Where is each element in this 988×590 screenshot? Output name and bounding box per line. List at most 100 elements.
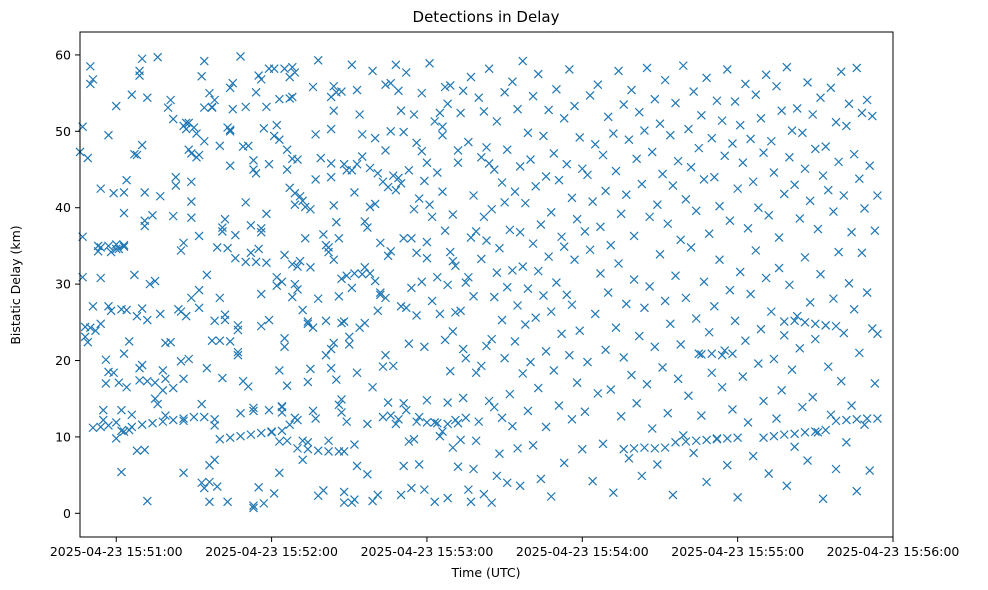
data-point-marker (546, 207, 556, 217)
data-point-marker (412, 311, 422, 320)
data-point-marker (339, 317, 349, 326)
data-point-marker (96, 422, 106, 432)
data-point-marker (484, 158, 494, 168)
data-point-marker (445, 81, 455, 90)
data-point-marker (797, 128, 807, 138)
data-point-marker (857, 248, 867, 258)
data-point-marker (707, 349, 717, 359)
data-point-marker (681, 293, 691, 303)
data-point-marker (391, 419, 401, 429)
data-point-marker (572, 378, 582, 388)
data-point-marker (388, 171, 398, 181)
data-point-marker (241, 257, 251, 267)
data-point-marker (500, 197, 510, 207)
data-point-marker (189, 412, 199, 422)
data-point-marker (347, 60, 357, 70)
y-axis-ticks: 0 10 20 30 40 50 60 (55, 47, 80, 521)
data-point-marker (764, 469, 774, 479)
data-point-marker (300, 202, 310, 212)
data-point-marker (409, 434, 419, 444)
data-point-marker (797, 402, 807, 412)
y-tick-label: 40 (55, 200, 71, 215)
data-point-marker (365, 163, 375, 173)
data-point-marker (396, 106, 406, 116)
data-point-marker (782, 481, 792, 491)
data-point-marker (326, 344, 336, 354)
data-point-marker (541, 422, 551, 432)
data-point-marker (774, 263, 784, 273)
data-point-marker (546, 492, 556, 501)
data-point-marker (810, 144, 820, 154)
data-point-marker (443, 398, 453, 407)
data-point-marker (673, 156, 683, 166)
data-point-marker (269, 64, 279, 74)
data-point-marker (438, 427, 447, 436)
data-point-marker (386, 246, 396, 256)
data-point-marker (337, 274, 346, 284)
data-point-marker (344, 340, 354, 349)
data-point-marker (243, 382, 253, 391)
data-point-marker (694, 349, 704, 359)
data-point-marker (829, 294, 838, 304)
data-point-marker (691, 206, 701, 216)
data-point-marker (515, 162, 525, 171)
data-point-marker (728, 139, 737, 148)
data-point-marker (256, 428, 266, 438)
data-point-marker (129, 149, 139, 159)
data-point-marker (805, 196, 815, 206)
data-point-marker (352, 461, 362, 471)
data-point-marker (331, 217, 341, 227)
data-point-marker (502, 145, 512, 155)
data-point-marker (179, 468, 188, 478)
data-point-marker (756, 113, 766, 123)
data-point-marker (409, 110, 419, 119)
data-point-marker (844, 99, 854, 109)
data-point-marker (194, 231, 204, 241)
data-point-marker (274, 135, 284, 145)
data-point-marker (753, 203, 763, 213)
data-point-marker (691, 314, 701, 323)
data-point-marker (243, 141, 253, 151)
data-point-marker (293, 443, 302, 453)
data-point-marker (430, 417, 440, 427)
data-point-marker (777, 385, 787, 395)
data-point-marker (347, 165, 357, 175)
data-point-marker (161, 374, 170, 384)
data-point-marker (634, 107, 644, 117)
data-point-marker (567, 193, 577, 203)
data-point-marker (217, 373, 227, 383)
data-point-marker (539, 131, 548, 141)
data-point-marker (124, 336, 134, 346)
data-point-marker (303, 444, 313, 454)
data-point-marker (298, 196, 308, 206)
data-point-marker (210, 316, 220, 326)
data-point-marker (342, 417, 352, 427)
data-point-marker (854, 348, 864, 358)
data-point-marker (663, 408, 673, 418)
data-point-marker (186, 149, 196, 158)
data-point-marker (779, 330, 789, 340)
data-point-marker (567, 300, 577, 310)
data-point-marker (357, 152, 367, 161)
data-point-marker (404, 437, 414, 446)
data-point-marker (137, 420, 147, 430)
data-point-marker (518, 369, 528, 378)
data-point-marker (583, 170, 592, 180)
data-point-marker (722, 65, 732, 74)
data-point-marker (104, 130, 113, 140)
data-point-marker (230, 253, 240, 263)
data-point-marker (205, 497, 214, 507)
data-point-marker (847, 227, 856, 237)
data-point-marker (329, 255, 339, 265)
data-point-marker (181, 311, 191, 321)
data-point-marker (451, 261, 460, 271)
data-point-marker (676, 235, 686, 245)
data-point-marker (531, 181, 541, 191)
data-point-marker (655, 249, 665, 259)
data-point-marker (186, 197, 196, 207)
data-point-marker (647, 147, 657, 157)
data-point-marker (350, 188, 359, 197)
data-point-marker (458, 86, 468, 96)
data-point-marker (202, 363, 212, 373)
